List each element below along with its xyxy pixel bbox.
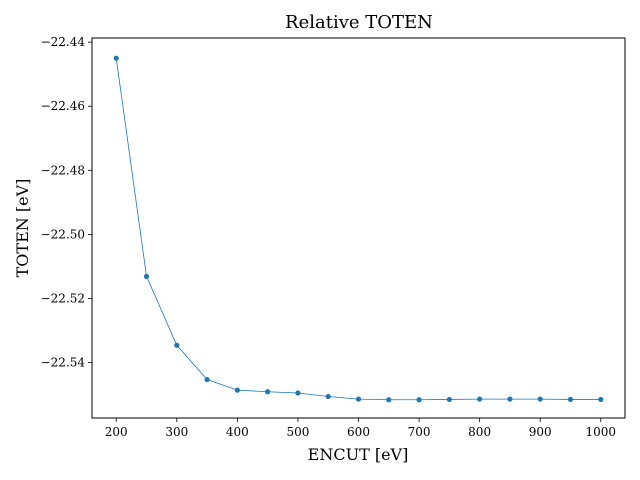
data-point	[507, 396, 513, 402]
y-tick-label: −22.48	[41, 163, 85, 177]
x-tick-label: 300	[165, 425, 188, 439]
y-tick-label: −22.50	[41, 227, 85, 241]
data-point	[446, 396, 452, 403]
series-line	[115, 58, 601, 401]
data-point	[234, 387, 240, 393]
data-point	[598, 396, 604, 403]
plot-series	[113, 55, 604, 403]
data-point	[174, 342, 180, 348]
y-tick-label: −22.44	[41, 35, 86, 49]
x-tick-label: 700	[408, 425, 431, 439]
x-tick-label: 400	[226, 425, 249, 439]
data-point	[537, 396, 543, 402]
y-axis-title: TOTEN [eV]	[13, 179, 32, 278]
data-point	[204, 376, 210, 383]
data-point	[113, 55, 119, 61]
data-point	[295, 390, 301, 396]
y-axis: −22.44 −22.46 −22.48 −22.50 −22.52 −22.54	[41, 35, 92, 370]
x-tick-label: 900	[529, 425, 552, 439]
data-point	[386, 397, 392, 403]
data-point	[355, 396, 362, 402]
x-tick-label: 800	[468, 425, 491, 439]
x-tick-label: 600	[347, 425, 370, 439]
x-axis-title: ENCUT [eV]	[308, 445, 409, 464]
x-tick-label: 1000	[585, 425, 616, 439]
x-tick-label: 500	[286, 425, 309, 439]
chart-title: Relative TOTEN	[285, 12, 433, 33]
y-tick-label: −22.46	[41, 99, 85, 113]
data-point	[265, 389, 271, 395]
y-tick-label: −22.52	[41, 291, 85, 305]
data-point	[567, 396, 574, 403]
x-axis: 200 300 400 500 600 700 800 900 1000	[105, 418, 616, 439]
plot-frame	[91, 37, 626, 419]
y-tick-label: −22.54	[41, 356, 86, 370]
data-point	[477, 396, 483, 402]
data-point	[416, 397, 422, 403]
x-tick-label: 200	[105, 425, 128, 439]
data-point	[143, 273, 150, 279]
data-point	[325, 393, 331, 400]
